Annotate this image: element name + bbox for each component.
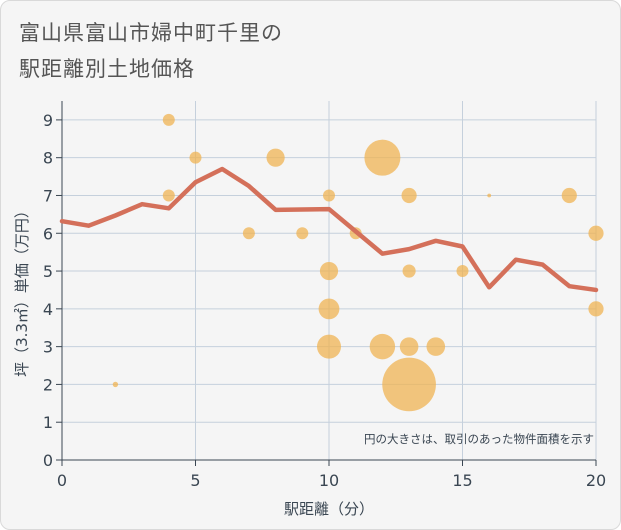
bubble-point bbox=[364, 139, 401, 176]
tick-labels: 0 1 2 3 4 5 6 7 8 9 0 5 10 15 20 bbox=[43, 111, 606, 490]
bubble-point bbox=[112, 381, 119, 388]
bubble-point bbox=[162, 113, 175, 126]
x-tick-label: 10 bbox=[319, 471, 339, 490]
bubble-point bbox=[561, 187, 577, 204]
bubble-point bbox=[588, 301, 604, 317]
y-tick-label: 4 bbox=[43, 300, 53, 319]
bubble-point bbox=[456, 265, 469, 278]
average-price-series-line bbox=[59, 166, 599, 293]
grid-lines bbox=[62, 101, 597, 460]
y-axis-label: 坪（3.3㎡）単価（万円） bbox=[13, 203, 31, 377]
y-tick-label: 2 bbox=[43, 375, 53, 394]
bubble-point bbox=[189, 151, 202, 164]
bubble-point bbox=[242, 227, 255, 240]
y-tick-label: 5 bbox=[43, 262, 53, 281]
bubble-point bbox=[401, 187, 417, 204]
average-price-line bbox=[59, 166, 599, 293]
chart-title: 富山県富山市婦中町千里の 駅距離別土地価格 bbox=[19, 15, 283, 87]
x-axis-label: 駅距離（分） bbox=[284, 500, 374, 518]
bubble-point bbox=[426, 337, 446, 356]
bubble-point bbox=[323, 189, 335, 202]
bubble-point bbox=[317, 334, 341, 359]
bubble-point bbox=[399, 337, 419, 356]
chart-title-line-1: 富山県富山市婦中町千里の bbox=[19, 21, 283, 45]
axes bbox=[56, 101, 597, 466]
bubble-point bbox=[266, 148, 285, 167]
bubble-point bbox=[162, 189, 175, 202]
x-tick-label: 0 bbox=[57, 471, 67, 490]
bubble-point bbox=[369, 333, 396, 360]
x-tick-label: 20 bbox=[586, 471, 606, 490]
y-tick-label: 6 bbox=[43, 224, 53, 243]
y-tick-label: 0 bbox=[43, 451, 53, 470]
y-tick-label: 7 bbox=[43, 186, 53, 205]
bubble-point bbox=[319, 261, 339, 281]
y-tick-label: 1 bbox=[43, 413, 53, 432]
bubble-point bbox=[382, 357, 436, 412]
bubble-point bbox=[402, 264, 416, 278]
bubble-size-note: 円の大きさは、取引のあった物件面積を示す bbox=[364, 432, 594, 446]
y-tick-label: 3 bbox=[43, 338, 53, 357]
bubble-point bbox=[318, 298, 340, 320]
x-tick-label: 15 bbox=[452, 471, 472, 490]
chart-title-line-2: 駅距離別土地価格 bbox=[19, 57, 195, 81]
bubble-point bbox=[487, 193, 492, 198]
y-tick-label: 8 bbox=[43, 149, 53, 168]
x-tick-label: 5 bbox=[190, 471, 200, 490]
y-tick-label: 9 bbox=[43, 111, 53, 130]
bubble-point bbox=[588, 225, 604, 241]
bubble-point bbox=[296, 227, 309, 240]
